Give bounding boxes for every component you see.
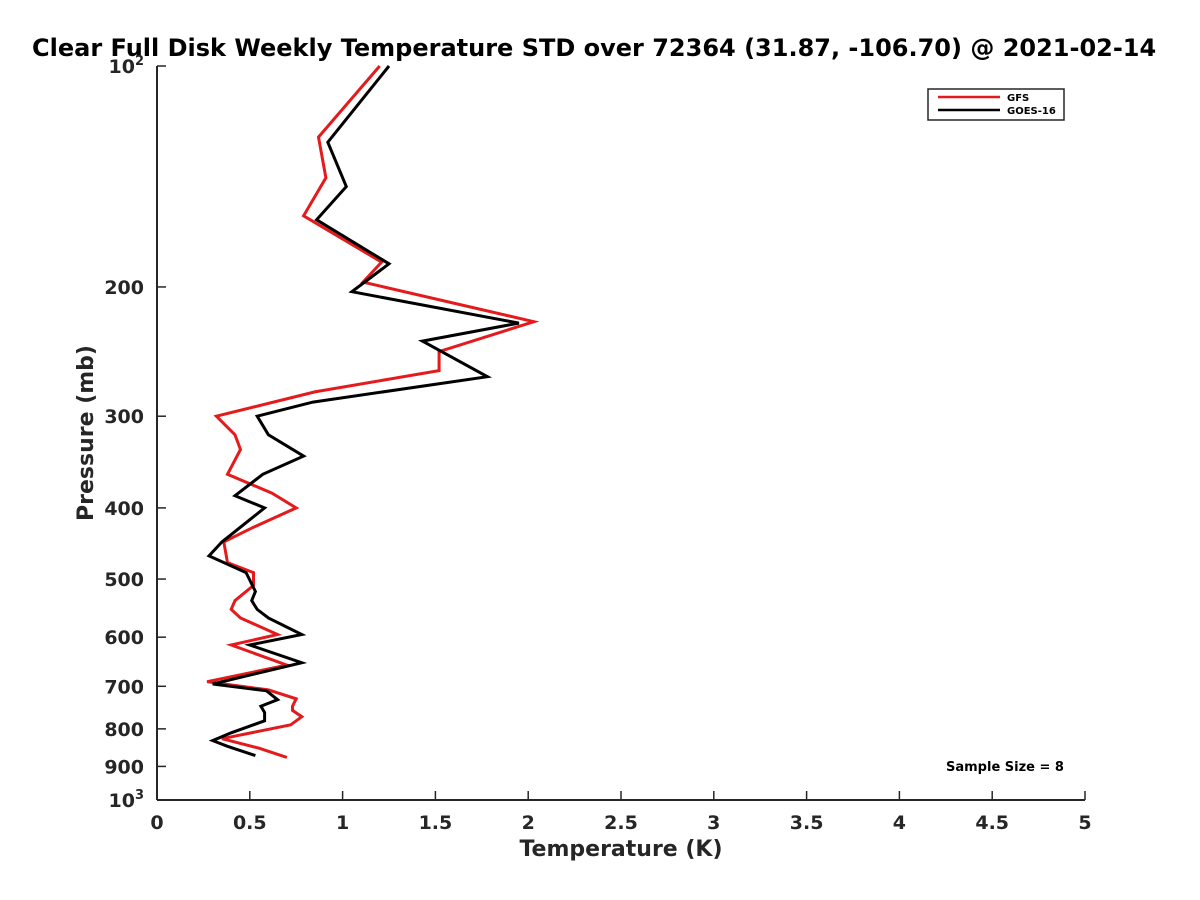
y-axis-label: Pressure (mb): [74, 345, 99, 521]
legend-box: [927, 88, 1065, 121]
y-tick-label: 200: [104, 277, 144, 299]
x-tick-label: 4.5: [975, 812, 1009, 834]
y-tick-label: 400: [104, 498, 144, 520]
legend: GFS GOES-16: [927, 88, 1065, 121]
y-tick-label: 800: [104, 719, 144, 741]
x-axis-label: Temperature (K): [519, 837, 722, 862]
y-ticks: 102 200 300 400 500 600 700 800 900 103: [104, 54, 166, 812]
y-tick-label: 600: [104, 627, 144, 649]
chart-title: Clear Full Disk Weekly Temperature STD o…: [32, 34, 1156, 62]
y-tick-label: 700: [104, 676, 144, 698]
y-tick-label: 500: [104, 569, 144, 591]
x-tick-label: 1.5: [419, 812, 453, 834]
x-tick-label: 3: [707, 812, 720, 834]
y-tick-label: 300: [104, 406, 144, 428]
legend-label-gfs: GFS: [1007, 93, 1029, 104]
series-line-goes-16: [206, 65, 520, 758]
x-tick-label: 0.5: [233, 812, 267, 834]
x-tick-label: 0: [150, 812, 163, 834]
x-tick-label: 2: [522, 812, 535, 834]
legend-label-goes16: GOES-16: [1007, 106, 1056, 117]
x-tick-label: 3.5: [790, 812, 824, 834]
series-line-gfs: [206, 65, 540, 759]
x-tick-label: 1: [336, 812, 349, 834]
y-tick-label: 900: [104, 756, 144, 778]
x-ticks: 0 0.5 1 1.5 2 2.5 3 3.5 4 4.5 5: [150, 791, 1092, 834]
sample-size-annotation: Sample Size = 8: [946, 760, 1064, 775]
plot-area: 0 0.5 1 1.5 2 2.5 3 3.5 4 4.5 5 102 200 300 400 500 600…: [104, 54, 1091, 834]
x-tick-label: 5: [1078, 812, 1091, 834]
y-tick-label: 102: [109, 54, 145, 78]
y-tick-label: 103: [109, 788, 145, 812]
series-layer: [206, 65, 540, 759]
x-tick-label: 2.5: [604, 812, 638, 834]
x-tick-label: 4: [893, 812, 906, 834]
